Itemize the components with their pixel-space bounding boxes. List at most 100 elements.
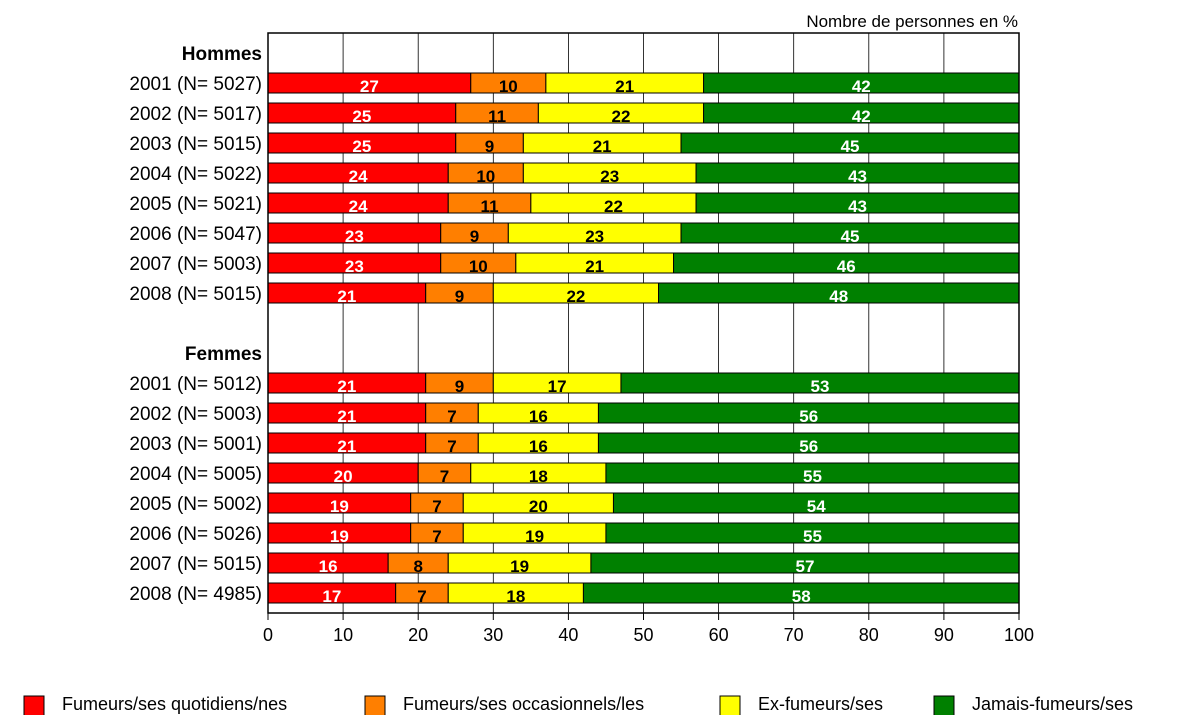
x-tick-label: 20 <box>408 625 428 645</box>
row-label: 2004 (N= 5022) <box>129 164 262 185</box>
data-label: 7 <box>432 527 441 546</box>
data-label: 21 <box>615 77 634 96</box>
data-label: 10 <box>469 257 488 276</box>
row-label: 2002 (N= 5003) <box>129 404 262 425</box>
legend-label: Fumeurs/ses occasionnels/les <box>403 694 644 714</box>
x-tick-label: 10 <box>333 625 353 645</box>
row-label: 2005 (N= 5021) <box>129 194 262 215</box>
data-label: 18 <box>529 467 548 486</box>
legend-swatch <box>23 695 45 715</box>
row-label: 2001 (N= 5027) <box>129 74 262 95</box>
group-title: Femmes <box>185 344 262 365</box>
data-label: 21 <box>593 137 612 156</box>
data-label: 43 <box>848 197 867 216</box>
data-label: 45 <box>841 227 860 246</box>
data-label: 16 <box>529 407 548 426</box>
data-label: 7 <box>440 467 449 486</box>
x-tick-label: 70 <box>784 625 804 645</box>
data-label: 54 <box>807 497 826 516</box>
data-label: 9 <box>470 227 479 246</box>
data-label: 7 <box>432 497 441 516</box>
x-axis: 0 10 20 30 40 50 60 70 80 90 100 <box>263 613 1034 645</box>
data-label: 23 <box>345 257 364 276</box>
group-title: Hommes <box>182 44 262 65</box>
data-label: 24 <box>349 197 368 216</box>
data-label: 9 <box>485 137 494 156</box>
legend-label: Fumeurs/ses quotidiens/nes <box>62 694 287 714</box>
row-label: 2008 (N= 4985) <box>129 584 262 605</box>
data-label: 8 <box>413 557 422 576</box>
row-label: 2006 (N= 5047) <box>129 224 262 245</box>
row-label: 2003 (N= 5001) <box>129 434 262 455</box>
data-label: 10 <box>499 77 518 96</box>
x-tick-label: 50 <box>633 625 653 645</box>
data-label: 7 <box>447 437 456 456</box>
data-label: 43 <box>848 167 867 186</box>
x-tick-label: 100 <box>1004 625 1034 645</box>
data-label: 17 <box>548 377 567 396</box>
data-label: 53 <box>811 377 830 396</box>
data-label: 42 <box>852 77 871 96</box>
row-label: 2002 (N= 5017) <box>129 104 262 125</box>
data-label: 24 <box>349 167 368 186</box>
data-label: 7 <box>417 587 426 606</box>
data-label: 22 <box>612 107 631 126</box>
data-label: 25 <box>352 107 371 126</box>
data-label: 57 <box>796 557 815 576</box>
data-label: 22 <box>604 197 623 216</box>
data-label: 9 <box>455 287 464 306</box>
data-label: 22 <box>566 287 585 306</box>
row-label: 2001 (N= 5012) <box>129 374 262 395</box>
row-labels: Hommes 2001 (N= 5027) 2002 (N= 5017) 2003 (… <box>129 44 262 605</box>
data-label: 19 <box>525 527 544 546</box>
data-label: 19 <box>510 557 529 576</box>
data-label: 21 <box>337 377 356 396</box>
data-label: 19 <box>330 527 349 546</box>
data-label: 27 <box>360 77 379 96</box>
legend-swatch <box>933 695 955 715</box>
data-label: 20 <box>529 497 548 516</box>
data-label: 58 <box>792 587 811 606</box>
data-label: 23 <box>600 167 619 186</box>
bars: 27 10 21 42 25 11 22 42 25 9 21 45 24 10 23 43 24 11 22 43 2… <box>267 72 1020 606</box>
data-label: 16 <box>529 437 548 456</box>
data-label: 46 <box>837 257 856 276</box>
data-label: 7 <box>447 407 456 426</box>
data-label: 21 <box>337 437 356 456</box>
legend-swatch <box>364 695 386 715</box>
x-tick-label: 80 <box>859 625 879 645</box>
data-label: 23 <box>585 227 604 246</box>
data-label: 9 <box>455 377 464 396</box>
data-label: 56 <box>799 407 818 426</box>
data-label: 21 <box>585 257 604 276</box>
data-label: 17 <box>322 587 341 606</box>
data-label: 25 <box>352 137 371 156</box>
data-label: 21 <box>337 407 356 426</box>
gridlines <box>342 33 945 613</box>
data-label: 56 <box>799 437 818 456</box>
x-tick-label: 90 <box>934 625 954 645</box>
data-label: 55 <box>803 467 822 486</box>
data-label: 19 <box>330 497 349 516</box>
row-label: 2007 (N= 5003) <box>129 254 262 275</box>
data-label: 10 <box>476 167 495 186</box>
row-label: 2005 (N= 5002) <box>129 494 262 515</box>
x-tick-label: 30 <box>483 625 503 645</box>
legend-label: Jamais-fumeurs/ses <box>972 694 1133 714</box>
data-label: 18 <box>506 587 525 606</box>
data-label: 23 <box>345 227 364 246</box>
x-tick-label: 60 <box>709 625 729 645</box>
unit-label: Nombre de personnes en % <box>806 12 1018 31</box>
row-label: 2007 (N= 5015) <box>129 554 262 575</box>
x-tick-label: 40 <box>558 625 578 645</box>
data-label: 45 <box>841 137 860 156</box>
data-label: 20 <box>334 467 353 486</box>
row-label: 2006 (N= 5026) <box>129 524 262 545</box>
data-label: 21 <box>337 287 356 306</box>
row-label: 2003 (N= 5015) <box>129 134 262 155</box>
row-label: 2004 (N= 5005) <box>129 464 262 485</box>
legend: Fumeurs/ses quotidiens/nes Fumeurs/ses oc… <box>23 694 1133 715</box>
legend-swatch <box>719 695 741 715</box>
row-label: 2008 (N= 5015) <box>129 284 262 305</box>
